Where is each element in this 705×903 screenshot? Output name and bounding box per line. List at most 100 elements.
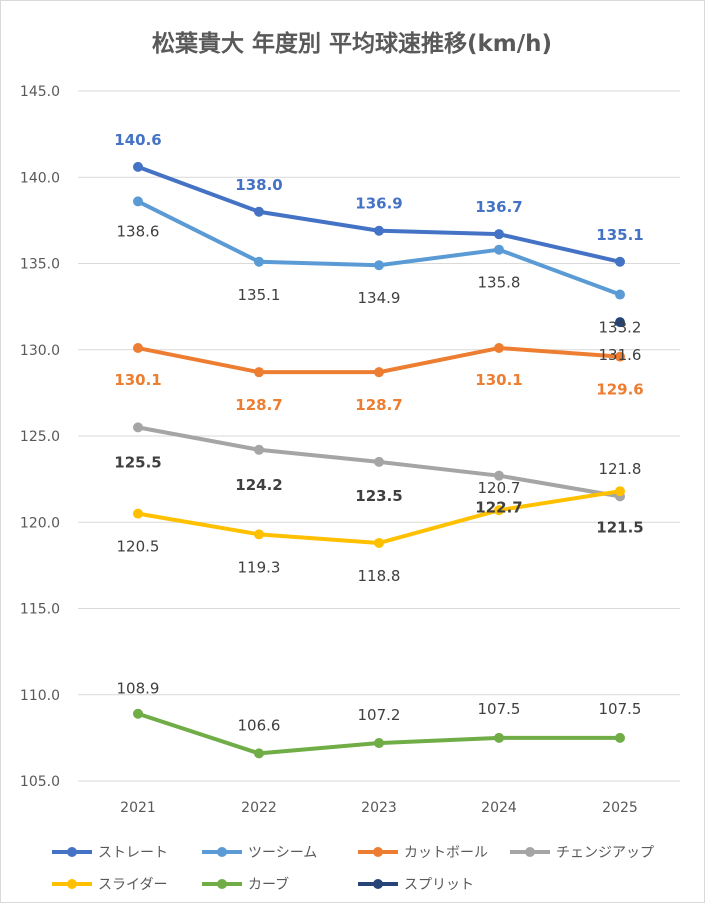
y-tick-label: 115.0 — [20, 602, 60, 618]
data-point — [374, 367, 384, 378]
series-line — [137, 165, 621, 264]
x-axis: 2021 2022 2023 2024 2025 — [120, 800, 638, 816]
legend-label: カーブ — [248, 876, 289, 893]
legend-label: スライダー — [98, 877, 167, 893]
data-label: 108.9 — [117, 680, 160, 698]
legend-label: ストレート — [98, 845, 168, 861]
x-tick-label: 2021 — [120, 800, 156, 816]
data-label: 133.2 — [599, 319, 642, 337]
x-tick-label: 2024 — [481, 800, 517, 816]
data-label: 106.6 — [238, 716, 281, 734]
y-tick-label: 145.0 — [20, 84, 60, 100]
data-label: 140.6 — [114, 131, 161, 149]
data-labels: 140.6 138.0 136.9 136.7 135.1 138.6 135.1 134.9… — [114, 131, 643, 735]
data-point — [615, 289, 625, 300]
data-label: 124.2 — [235, 476, 282, 494]
legend-swatch-marker — [67, 847, 77, 857]
y-tick-label: 125.0 — [20, 429, 60, 445]
legend-label: ツーシーム — [248, 845, 317, 861]
series-group — [133, 161, 625, 759]
data-label: 120.7 — [478, 479, 521, 497]
chart-title: 松葉貴大 年度別 平均球速推移(km/h) — [152, 30, 552, 57]
y-tick-label: 130.0 — [20, 343, 60, 359]
y-tick-label: 140.0 — [20, 170, 60, 186]
data-point — [133, 196, 143, 207]
data-label: 107.2 — [358, 706, 401, 724]
data-point — [254, 444, 264, 455]
data-point — [133, 343, 143, 354]
x-tick-label: 2022 — [241, 800, 277, 816]
data-label: 136.9 — [355, 195, 402, 213]
data-label: 135.1 — [596, 226, 643, 244]
data-point — [374, 456, 384, 467]
data-point — [254, 256, 264, 267]
data-label: 129.6 — [596, 381, 643, 399]
data-point — [133, 422, 143, 433]
legend-swatch-marker — [217, 879, 227, 889]
data-point — [494, 229, 504, 240]
legend-label: チェンジアップ — [556, 845, 654, 861]
gridlines — [78, 90, 680, 782]
data-label: 125.5 — [114, 453, 161, 471]
data-point — [615, 256, 625, 267]
y-tick-label: 110.0 — [20, 688, 60, 704]
data-point — [254, 529, 264, 540]
data-label: 121.5 — [596, 518, 643, 536]
data-label: 122.7 — [475, 499, 522, 517]
data-label: 128.7 — [355, 396, 402, 414]
y-tick-label: 105.0 — [20, 774, 60, 790]
data-point — [615, 732, 625, 743]
data-point — [133, 161, 143, 172]
data-point — [374, 738, 384, 749]
data-label: 107.5 — [599, 700, 642, 718]
data-label: 136.7 — [475, 198, 522, 216]
y-tick-label: 120.0 — [20, 515, 60, 531]
data-point — [133, 708, 143, 719]
legend-swatch-marker — [67, 879, 77, 889]
data-label: 107.5 — [478, 700, 521, 718]
data-point — [374, 225, 384, 236]
data-point — [254, 206, 264, 217]
data-label: 123.5 — [355, 487, 402, 505]
legend-swatch-marker — [373, 847, 383, 857]
data-point — [133, 508, 143, 519]
series-line — [137, 199, 621, 297]
data-label: 138.0 — [235, 176, 282, 194]
data-label: 121.8 — [599, 460, 642, 478]
legend-label: スプリット — [404, 877, 474, 893]
data-point — [374, 537, 384, 548]
data-point — [254, 367, 264, 378]
legend-swatch-marker — [373, 879, 383, 889]
data-point — [254, 748, 264, 759]
data-point — [615, 317, 625, 328]
data-point — [374, 260, 384, 271]
y-tick-label: 135.0 — [20, 257, 60, 273]
data-label: 119.3 — [238, 558, 281, 576]
data-label: 130.1 — [114, 371, 161, 389]
data-point — [494, 343, 504, 354]
data-point — [615, 351, 625, 362]
data-point — [494, 505, 504, 516]
legend-swatch-marker — [525, 847, 535, 857]
data-label: 120.5 — [117, 538, 160, 556]
data-label: 135.1 — [238, 286, 281, 304]
data-label: 138.6 — [117, 222, 160, 240]
y-axis: 105.0 110.0 115.0 120.0 125.0 130.0 135.0 140.0… — [20, 84, 60, 790]
data-point — [615, 486, 625, 497]
legend-swatch-marker — [217, 847, 227, 857]
data-point — [494, 732, 504, 743]
data-point — [494, 470, 504, 481]
x-tick-label: 2025 — [602, 800, 638, 816]
legend-label: カットボール — [404, 845, 488, 861]
data-label: 130.1 — [475, 371, 522, 389]
data-label: 135.8 — [478, 274, 521, 292]
data-label: 128.7 — [235, 396, 282, 414]
x-tick-label: 2023 — [361, 800, 397, 816]
data-label: 131.6 — [599, 346, 642, 364]
data-label: 118.8 — [358, 567, 401, 585]
data-point — [494, 244, 504, 255]
data-label: 134.9 — [358, 289, 401, 307]
